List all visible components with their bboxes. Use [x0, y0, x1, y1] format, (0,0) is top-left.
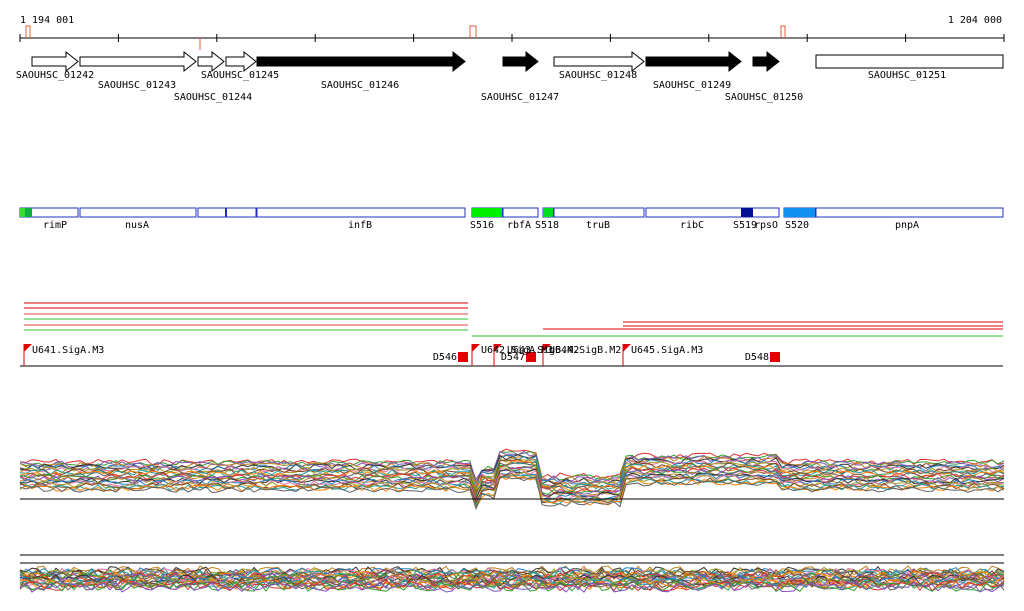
- gene: [225, 50, 257, 73]
- feature-label: ribC: [680, 220, 704, 231]
- flag: [623, 344, 631, 352]
- promoter-label: D547: [501, 352, 525, 363]
- feature-label: nusA: [125, 220, 149, 231]
- feature-label: S520: [785, 220, 809, 231]
- flag: [472, 344, 480, 352]
- feature-label: pnpA: [895, 220, 919, 231]
- expression-line: [19, 464, 1005, 494]
- gene-label: SAOUHSC_01249: [653, 80, 731, 91]
- gene: [79, 50, 197, 73]
- gene-label: SAOUHSC_01247: [481, 92, 559, 103]
- feature-label: rbfA: [507, 220, 531, 231]
- expression-tracks: [19, 448, 1005, 593]
- feature-track: rimP nusA infB S516 rbfA S518 truB ribC S519rpsO…: [19, 207, 1004, 231]
- feature-fill: [25, 208, 32, 217]
- feature-box: [256, 207, 466, 218]
- feature-box: [645, 207, 780, 218]
- promoter-label: U643.SigB.M2: [507, 345, 579, 356]
- gene-label: SAOUHSC_01243: [98, 80, 176, 91]
- gene-label: SAOUHSC_01245: [201, 70, 279, 81]
- ruler-end: 1 204 000: [948, 15, 1002, 26]
- feature-label: S516: [470, 220, 494, 231]
- expression-line: [19, 473, 1005, 504]
- ruler-ticks: [19, 25, 1005, 50]
- expression-line: [19, 566, 1005, 578]
- feature-fill: [543, 208, 553, 217]
- ruler-mark: [469, 25, 477, 38]
- gene: [553, 50, 645, 73]
- terminator: [526, 352, 536, 362]
- feature-label: S518: [535, 220, 559, 231]
- feature-label: rimP: [43, 220, 67, 231]
- terminator: [458, 352, 468, 362]
- expression-line: [19, 580, 1005, 593]
- promoter-label: U645.SigA.M3: [631, 345, 703, 356]
- gene: [645, 50, 742, 73]
- promoter-label: U641.SigA.M3: [32, 345, 104, 356]
- expression-line: [19, 454, 1005, 488]
- feature-label: S519: [733, 220, 757, 231]
- gene-label: SAOUHSC_01246: [321, 80, 399, 91]
- feature-label: rpsO: [754, 220, 778, 231]
- expression-line: [19, 573, 1005, 585]
- feature-fill: [784, 208, 815, 217]
- feature-box: [553, 207, 645, 218]
- promoter-label: U644.SigB.M2: [549, 345, 621, 356]
- feature-label: infB: [348, 220, 372, 231]
- expression-line: [19, 459, 1005, 487]
- flag: [543, 344, 551, 352]
- expression-line: [19, 457, 1005, 490]
- gene-label: SAOUHSC_01248: [559, 70, 637, 81]
- feature-label: truB: [586, 220, 610, 231]
- feature-box: [79, 207, 197, 218]
- ruler-start: 1 194 001: [20, 15, 74, 26]
- flag: [24, 344, 32, 352]
- ruler-mark: [25, 25, 31, 38]
- gene-label: SAOUHSC_01244: [174, 92, 252, 103]
- expression-line: [19, 450, 1005, 482]
- promoter-label: D548: [745, 352, 769, 363]
- gene-label: SAOUHSC_01242: [16, 70, 94, 81]
- gene: [256, 50, 466, 73]
- gene: [752, 50, 780, 73]
- gene: [815, 54, 1004, 69]
- feature-fill: [741, 208, 753, 217]
- promoter-track: U641.SigA.M3 D546 U642.SigA.M3D547U643.Sig…: [20, 302, 1003, 367]
- expression-line: [19, 576, 1005, 588]
- feature-box: [502, 207, 539, 218]
- promoter-label: U642.SigA.M3: [481, 345, 553, 356]
- feature-fill: [20, 208, 25, 217]
- promoter-label: D546: [433, 352, 457, 363]
- feature-fill: [472, 208, 502, 217]
- feature-box: [815, 207, 1004, 218]
- terminator: [770, 352, 780, 362]
- gene-label: SAOUHSC_01251: [868, 70, 946, 81]
- expression-line: [19, 460, 1005, 492]
- gene: [31, 50, 79, 73]
- gene: [502, 50, 539, 73]
- gene-label: SAOUHSC_01250: [725, 92, 803, 103]
- expression-line: [19, 581, 1005, 593]
- flag: [494, 344, 502, 352]
- expression-line: [19, 474, 1005, 510]
- gene: [197, 50, 225, 73]
- expression-line: [19, 476, 1005, 511]
- ruler-mark: [780, 25, 786, 38]
